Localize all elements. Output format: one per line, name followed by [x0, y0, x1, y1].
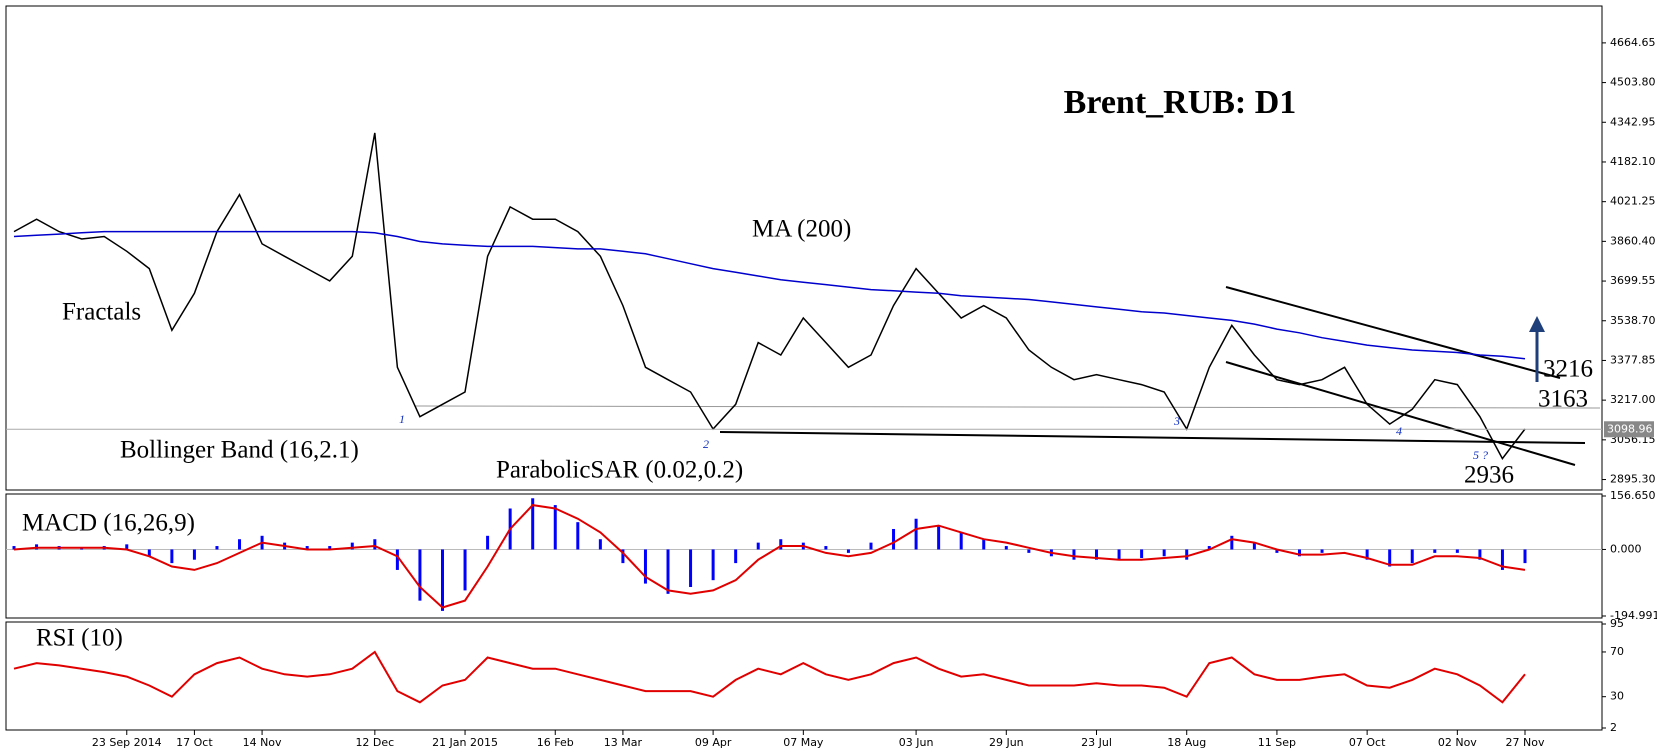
x-tick-label: 12 Dec	[355, 736, 394, 749]
x-tick-label: 03 Jun	[899, 736, 934, 749]
x-tick-label: 18 Aug	[1167, 736, 1206, 749]
x-tick-label: 17 Oct	[176, 736, 213, 749]
y-tick-label: 0.000	[1610, 542, 1642, 555]
y-tick-label: 3217.00	[1610, 393, 1656, 406]
y-tick-label: 4182.10	[1610, 155, 1656, 168]
wave-label: 1	[399, 412, 405, 426]
last-price-label: 3098.96	[1607, 422, 1653, 435]
channel-upper	[1225, 286, 1561, 379]
macd-panel	[5, 493, 1603, 619]
support-line	[719, 431, 1586, 444]
annotation: 2936	[1464, 462, 1514, 489]
panel-title: MACD (16,26,9)	[22, 510, 195, 537]
x-tick-label: 27 Nov	[1506, 736, 1545, 749]
chart-title: Brent_RUB: D1	[1064, 84, 1297, 121]
y-tick-label: 4342.95	[1610, 115, 1656, 128]
x-tick-label: 23 Sep 2014	[92, 736, 162, 749]
annotation: 3163	[1538, 386, 1588, 413]
wave-label: 5 ?	[1473, 448, 1488, 462]
series-line	[13, 650, 1526, 704]
y-tick-label: 156.650	[1610, 489, 1656, 502]
annotation: Bollinger Band (16,2.1)	[120, 437, 359, 464]
y-tick-label: 3538.70	[1610, 314, 1656, 327]
wave-label: 3	[1173, 414, 1180, 428]
y-tick-label: -194.991	[1610, 609, 1657, 622]
annotation: MA (200)	[752, 216, 851, 243]
last-price-box	[1604, 421, 1654, 438]
x-tick-label: 11 Sep	[1258, 736, 1296, 749]
x-tick-label: 07 Oct	[1349, 736, 1386, 749]
annotation: 3216	[1543, 356, 1593, 383]
wave-label: 4	[1396, 424, 1402, 438]
x-tick-label: 14 Nov	[243, 736, 282, 749]
main-panel	[5, 5, 1603, 491]
y-tick-label: 4664.65	[1610, 36, 1656, 49]
wave-label: 2	[703, 437, 709, 451]
channel-lower	[1225, 361, 1576, 466]
x-tick-label: 29 Jun	[989, 736, 1024, 749]
trend-lines	[414, 286, 1601, 466]
x-tick-label: 07 May	[783, 736, 824, 749]
y-tick-label: 30	[1610, 690, 1624, 703]
x-tick-label: 13 Mar	[604, 736, 643, 749]
annotation: ParabolicSAR (0.02,0.2)	[496, 457, 743, 484]
series-line	[13, 230, 1526, 360]
annotation: Fractals	[62, 299, 141, 326]
y-tick-label: 4021.25	[1610, 195, 1656, 208]
x-tick-label: 23 Jul	[1081, 736, 1112, 749]
series-line	[13, 132, 1526, 460]
panel-title: RSI (10)	[36, 625, 123, 652]
y-tick-label: 3699.55	[1610, 274, 1656, 287]
y-tick-label: 3860.40	[1610, 234, 1656, 247]
x-tick-label: 09 Apr	[695, 736, 732, 749]
y-tick-label: 4503.80	[1610, 76, 1656, 89]
y-tick-label: 70	[1610, 645, 1624, 658]
support-line	[414, 405, 1601, 409]
y-tick-label: 3377.85	[1610, 353, 1656, 366]
y-tick-label: 95	[1610, 617, 1624, 630]
arrow	[1529, 316, 1545, 382]
y-tick-label: 2895.30	[1610, 473, 1656, 486]
x-tick-label: 02 Nov	[1438, 736, 1477, 749]
x-tick-label: 16 Feb	[537, 736, 574, 749]
y-tick-label: 2	[1610, 721, 1617, 734]
series-line	[13, 504, 1526, 609]
x-tick-label: 21 Jan 2015	[432, 736, 498, 749]
rsi-panel	[5, 621, 1603, 731]
